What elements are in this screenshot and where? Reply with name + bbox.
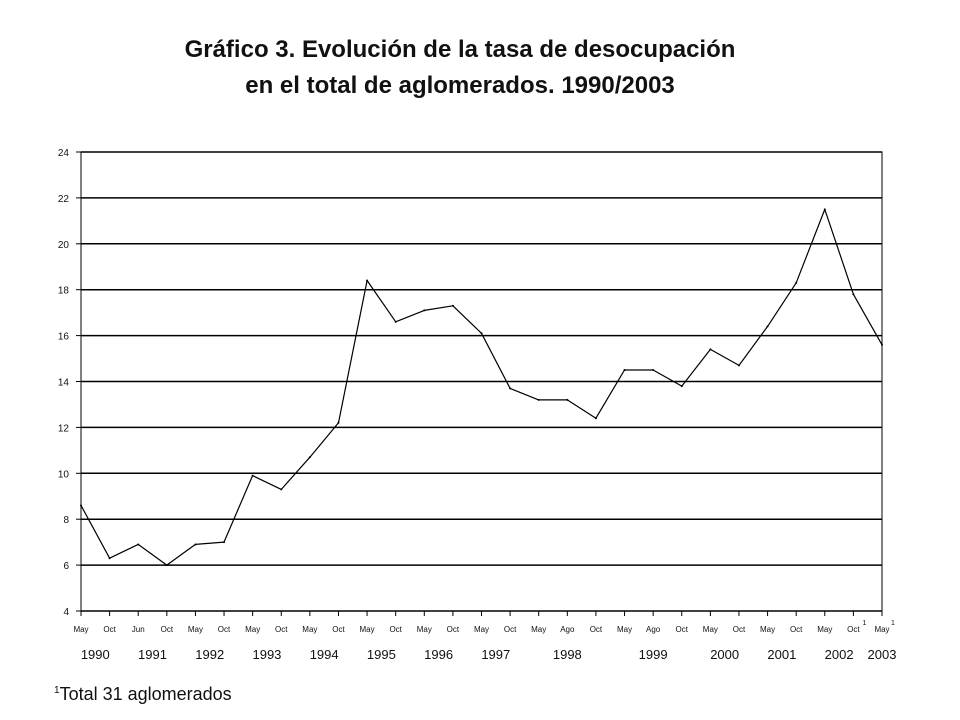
data-point xyxy=(394,320,397,323)
data-point xyxy=(137,543,140,546)
year-label-1997: 1997 xyxy=(481,647,510,662)
data-point xyxy=(795,281,798,284)
data-point xyxy=(423,309,426,312)
data-point xyxy=(80,504,82,507)
footnote-text: Total 31 aglomerados xyxy=(59,684,232,704)
x-tick-footnote-mark: 1 xyxy=(891,620,895,627)
x-tick-label: May xyxy=(245,625,260,634)
data-point xyxy=(680,385,683,388)
x-tick-label: May xyxy=(874,625,889,634)
data-point xyxy=(165,564,168,567)
year-label-1994: 1994 xyxy=(310,647,339,662)
data-point xyxy=(537,398,540,401)
data-point xyxy=(709,348,712,351)
x-tick-footnote-mark: 1 xyxy=(862,620,866,627)
year-label-1991: 1991 xyxy=(138,647,167,662)
x-tick-label: Ago xyxy=(560,625,575,634)
y-tick-label-20: 20 xyxy=(58,240,70,251)
x-tick-label: Oct xyxy=(504,625,517,634)
data-point xyxy=(823,208,826,211)
x-tick-label: Oct xyxy=(847,625,860,634)
x-tick-label: May xyxy=(360,625,375,634)
year-label-1996: 1996 xyxy=(424,647,453,662)
x-tick-label: May xyxy=(417,625,432,634)
year-label-1990: 1990 xyxy=(81,647,110,662)
x-tick-label: Oct xyxy=(590,625,603,634)
x-tick-label: May xyxy=(760,625,775,634)
y-tick-label-24: 24 xyxy=(58,148,70,159)
data-point xyxy=(251,474,254,477)
y-tick-label-18: 18 xyxy=(58,286,70,297)
chart-title-line-2: en el total de aglomerados. 1990/2003 xyxy=(245,72,675,99)
y-tick-label-16: 16 xyxy=(58,332,70,343)
data-point xyxy=(881,343,883,346)
data-point xyxy=(223,541,226,544)
year-label-2002: 2002 xyxy=(825,647,854,662)
x-tick-label: May xyxy=(188,625,203,634)
data-point xyxy=(280,488,283,491)
data-point xyxy=(566,398,569,401)
x-tick-label: May xyxy=(531,625,546,634)
data-point xyxy=(623,369,626,372)
x-tick-label: Oct xyxy=(447,625,460,634)
x-tick-label: May xyxy=(817,625,832,634)
year-label-2001: 2001 xyxy=(767,647,796,662)
data-point xyxy=(308,456,311,459)
x-tick-label: Oct xyxy=(389,625,402,634)
year-label-2003: 2003 xyxy=(868,647,897,662)
data-point xyxy=(652,369,655,372)
x-tick-label: May xyxy=(617,625,632,634)
x-tick-label: Oct xyxy=(733,625,746,634)
year-label-1998: 1998 xyxy=(553,647,582,662)
x-tick-label: Oct xyxy=(332,625,345,634)
x-tick-label: Oct xyxy=(676,625,689,634)
y-tick-label-12: 12 xyxy=(58,423,70,434)
x-tick-label: Oct xyxy=(161,625,174,634)
y-tick-label-8: 8 xyxy=(63,515,69,526)
data-point xyxy=(509,387,512,390)
year-label-1999: 1999 xyxy=(639,647,668,662)
data-point xyxy=(451,304,454,307)
year-label-1993: 1993 xyxy=(252,647,281,662)
chart-title-line-1: Gráfico 3. Evolución de la tasa de desoc… xyxy=(184,36,736,63)
data-point xyxy=(337,421,340,424)
x-tick-label: Oct xyxy=(275,625,288,634)
y-tick-label-22: 22 xyxy=(58,194,70,205)
data-point xyxy=(737,364,740,367)
footnote-mark: 1 xyxy=(54,685,60,696)
data-point xyxy=(852,293,855,296)
x-tick-label: Oct xyxy=(790,625,803,634)
x-tick-label: Oct xyxy=(218,625,231,634)
year-label-2000: 2000 xyxy=(710,647,739,662)
y-tick-label-4: 4 xyxy=(63,607,69,618)
x-tick-label: Jun xyxy=(132,625,145,634)
data-point xyxy=(480,332,483,335)
x-tick-label: May xyxy=(73,625,88,634)
year-label-1995: 1995 xyxy=(367,647,396,662)
x-tick-label: Ago xyxy=(646,625,661,634)
x-tick-label: Oct xyxy=(103,625,116,634)
y-tick-label-14: 14 xyxy=(58,378,70,389)
data-point xyxy=(766,325,769,328)
data-point xyxy=(366,279,369,282)
year-label-1992: 1992 xyxy=(195,647,224,662)
data-point xyxy=(594,417,597,420)
x-tick-label: May xyxy=(703,625,718,634)
data-point xyxy=(194,543,197,546)
footnote: 1Total 31 aglomerados xyxy=(54,684,232,705)
y-tick-label-10: 10 xyxy=(58,469,70,480)
data-point xyxy=(108,557,111,560)
x-tick-label: May xyxy=(302,625,317,634)
y-tick-label-6: 6 xyxy=(63,561,69,572)
x-tick-label: May xyxy=(474,625,489,634)
